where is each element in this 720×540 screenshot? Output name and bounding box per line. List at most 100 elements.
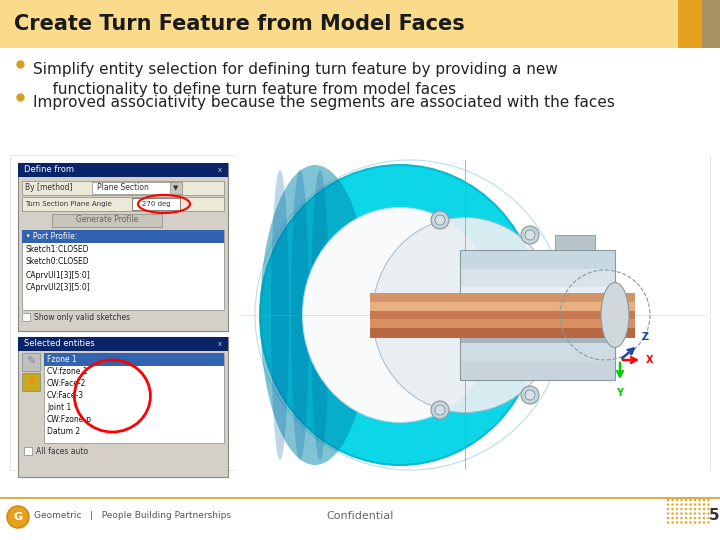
Text: Sketch1:CLOSED: Sketch1:CLOSED	[26, 245, 89, 253]
Ellipse shape	[601, 282, 629, 348]
Circle shape	[689, 521, 692, 524]
Circle shape	[667, 512, 669, 515]
Circle shape	[698, 517, 701, 519]
Text: Selected entities: Selected entities	[24, 340, 95, 348]
Circle shape	[671, 503, 674, 505]
Bar	[22, 230, 224, 243]
Bar	[460, 268, 615, 288]
Ellipse shape	[302, 207, 498, 422]
Text: Plane Section: Plane Section	[97, 184, 149, 192]
Circle shape	[435, 215, 445, 225]
Circle shape	[521, 226, 539, 244]
Circle shape	[689, 517, 692, 519]
Text: Generate Profile: Generate Profile	[76, 215, 138, 225]
Circle shape	[676, 517, 678, 519]
Bar	[460, 250, 615, 269]
Circle shape	[698, 508, 701, 510]
Bar	[460, 250, 615, 380]
Bar	[460, 306, 615, 325]
Circle shape	[707, 508, 710, 510]
Bar	[44, 353, 224, 366]
Circle shape	[703, 521, 705, 524]
Circle shape	[703, 512, 705, 515]
Bar	[370, 310, 635, 320]
Text: • Port Profile:: • Port Profile:	[26, 232, 77, 241]
Circle shape	[680, 499, 683, 501]
Bar	[24, 447, 32, 455]
Circle shape	[680, 512, 683, 515]
Bar	[555, 235, 595, 250]
Bar	[460, 325, 615, 343]
Bar	[370, 328, 635, 338]
Text: CAprvUI2[3][5:0]: CAprvUI2[3][5:0]	[26, 284, 91, 293]
Circle shape	[667, 508, 669, 510]
Ellipse shape	[271, 170, 289, 460]
Circle shape	[676, 508, 678, 510]
Bar	[460, 343, 615, 362]
Circle shape	[707, 512, 710, 515]
Circle shape	[703, 499, 705, 501]
Text: Improved associativity because the segments are associated with the faces: Improved associativity because the segme…	[33, 95, 615, 110]
Ellipse shape	[311, 170, 329, 460]
Circle shape	[694, 512, 696, 515]
Bar	[22, 197, 224, 211]
Bar	[370, 302, 635, 311]
Circle shape	[671, 521, 674, 524]
Circle shape	[671, 517, 674, 519]
Bar	[52, 214, 162, 227]
Bar	[22, 353, 40, 371]
Circle shape	[694, 503, 696, 505]
Circle shape	[676, 503, 678, 505]
Text: CV:Face-3: CV:Face-3	[47, 390, 84, 400]
Circle shape	[676, 499, 678, 501]
Circle shape	[698, 521, 701, 524]
Circle shape	[689, 499, 692, 501]
Text: CAprvUI1[3][5:0]: CAprvUI1[3][5:0]	[26, 271, 91, 280]
Text: X: X	[646, 355, 654, 365]
Text: Simplify entity selection for defining turn feature by providing a new
    funct: Simplify entity selection for defining t…	[33, 62, 558, 97]
Bar	[235, 155, 710, 473]
Circle shape	[694, 499, 696, 501]
Text: ★: ★	[26, 377, 36, 387]
Bar	[22, 313, 30, 321]
Circle shape	[694, 517, 696, 519]
Circle shape	[667, 517, 669, 519]
Circle shape	[676, 521, 678, 524]
Circle shape	[685, 503, 687, 505]
Text: CV:fzone 1: CV:fzone 1	[47, 367, 88, 375]
Circle shape	[689, 503, 692, 505]
Bar	[370, 293, 635, 302]
Bar	[18, 337, 228, 351]
Circle shape	[685, 499, 687, 501]
Ellipse shape	[291, 170, 309, 460]
Circle shape	[694, 521, 696, 524]
Text: Y: Y	[616, 388, 624, 398]
Circle shape	[698, 503, 701, 505]
Text: All faces auto: All faces auto	[36, 447, 88, 456]
Text: Show only valid sketches: Show only valid sketches	[34, 313, 130, 321]
Circle shape	[707, 499, 710, 501]
Bar	[18, 337, 228, 477]
Text: ▼: ▼	[174, 185, 179, 191]
Circle shape	[698, 512, 701, 515]
Bar	[170, 182, 182, 194]
Text: Confidential: Confidential	[326, 511, 394, 521]
Circle shape	[703, 508, 705, 510]
Text: ✎: ✎	[27, 357, 36, 367]
Bar	[18, 163, 228, 331]
Circle shape	[689, 508, 692, 510]
Circle shape	[707, 503, 710, 505]
Circle shape	[703, 503, 705, 505]
Bar	[370, 319, 635, 329]
Circle shape	[671, 512, 674, 515]
Circle shape	[685, 517, 687, 519]
Circle shape	[667, 499, 669, 501]
Bar	[44, 353, 224, 443]
Text: x: x	[218, 341, 222, 347]
Ellipse shape	[260, 165, 370, 465]
Circle shape	[698, 499, 701, 501]
Text: x: x	[218, 167, 222, 173]
Bar	[10, 155, 710, 470]
Bar	[22, 373, 40, 391]
Text: Create Turn Feature from Model Faces: Create Turn Feature from Model Faces	[14, 14, 464, 34]
